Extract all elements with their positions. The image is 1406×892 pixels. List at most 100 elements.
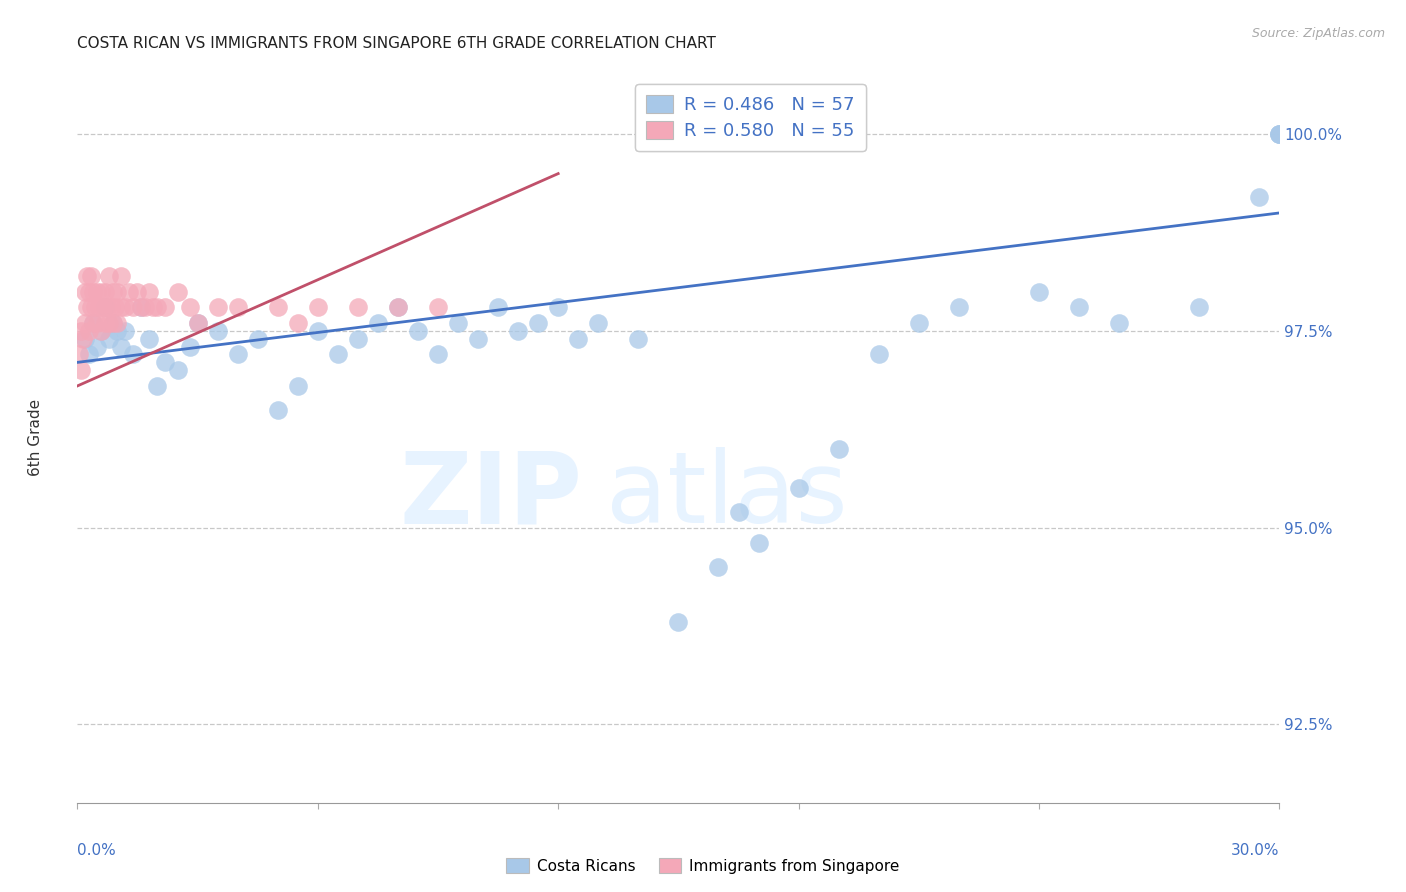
Point [107, 285, 129, 299]
Point [1069, 301, 1091, 315]
Point [527, 316, 550, 330]
Point [287, 379, 309, 393]
Point [508, 324, 530, 338]
Point [207, 301, 229, 315]
Point [90, 324, 112, 338]
Point [122, 347, 145, 361]
Point [103, 316, 125, 330]
Point [98, 268, 121, 283]
Point [114, 301, 136, 315]
Point [1249, 190, 1271, 204]
Point [627, 332, 650, 346]
Point [1268, 128, 1291, 142]
Point [104, 301, 127, 315]
Point [103, 316, 125, 330]
Point [70, 363, 93, 377]
Point [166, 363, 188, 377]
Point [110, 340, 132, 354]
Point [80, 301, 103, 315]
Point [127, 285, 149, 299]
Point [90, 285, 112, 299]
Point [707, 559, 730, 574]
Point [76, 268, 98, 283]
Point [347, 301, 370, 315]
Point [748, 536, 770, 550]
Point [134, 301, 156, 315]
Point [406, 324, 429, 338]
Point [79, 347, 101, 361]
Point [166, 285, 188, 299]
Point [547, 301, 569, 315]
Point [146, 301, 169, 315]
Text: ZIP: ZIP [399, 447, 582, 544]
Point [1188, 301, 1211, 315]
Point [93, 301, 115, 315]
Point [307, 301, 329, 315]
Point [187, 316, 209, 330]
Point [110, 301, 132, 315]
Point [307, 324, 329, 338]
Point [187, 316, 209, 330]
Point [207, 324, 229, 338]
Point [267, 301, 290, 315]
Point [82, 316, 104, 330]
Point [131, 301, 153, 315]
Point [179, 340, 201, 354]
Point [787, 481, 810, 495]
Legend: R = 0.486   N = 57, R = 0.580   N = 55: R = 0.486 N = 57, R = 0.580 N = 55 [636, 84, 866, 151]
Text: Source: ZipAtlas.com: Source: ZipAtlas.com [1251, 27, 1385, 40]
Point [226, 347, 249, 361]
Point [146, 379, 169, 393]
Point [588, 316, 610, 330]
Point [668, 615, 690, 629]
Point [75, 285, 97, 299]
Point [82, 285, 104, 299]
Point [110, 268, 132, 283]
Point [98, 332, 121, 346]
Point [179, 301, 201, 315]
Point [103, 285, 125, 299]
Point [155, 301, 177, 315]
Text: 30.0%: 30.0% [1232, 843, 1279, 858]
Point [1268, 128, 1291, 142]
Point [82, 316, 104, 330]
Point [94, 301, 117, 315]
Point [70, 324, 93, 338]
Point [94, 316, 117, 330]
Point [868, 347, 890, 361]
Point [138, 332, 160, 346]
Point [72, 332, 94, 346]
Point [98, 316, 121, 330]
Point [86, 316, 108, 330]
Point [79, 324, 101, 338]
Point [75, 332, 97, 346]
Point [114, 324, 136, 338]
Point [138, 285, 160, 299]
Point [142, 301, 165, 315]
Point [367, 316, 389, 330]
Point [486, 301, 509, 315]
Point [1028, 285, 1050, 299]
Point [1108, 316, 1130, 330]
Point [90, 324, 112, 338]
Point [100, 301, 122, 315]
Point [131, 301, 153, 315]
Point [427, 301, 450, 315]
Point [118, 285, 141, 299]
Point [267, 402, 290, 417]
Point [326, 347, 349, 361]
Point [84, 301, 107, 315]
Point [467, 332, 489, 346]
Point [75, 316, 97, 330]
Text: COSTA RICAN VS IMMIGRANTS FROM SINGAPORE 6TH GRADE CORRELATION CHART: COSTA RICAN VS IMMIGRANTS FROM SINGAPORE… [77, 36, 716, 51]
Point [89, 301, 111, 315]
Point [107, 316, 129, 330]
Point [347, 332, 370, 346]
Point [155, 355, 177, 369]
Point [567, 332, 589, 346]
Point [246, 332, 269, 346]
Point [287, 316, 309, 330]
Point [76, 301, 98, 315]
Point [80, 268, 103, 283]
Point [908, 316, 931, 330]
